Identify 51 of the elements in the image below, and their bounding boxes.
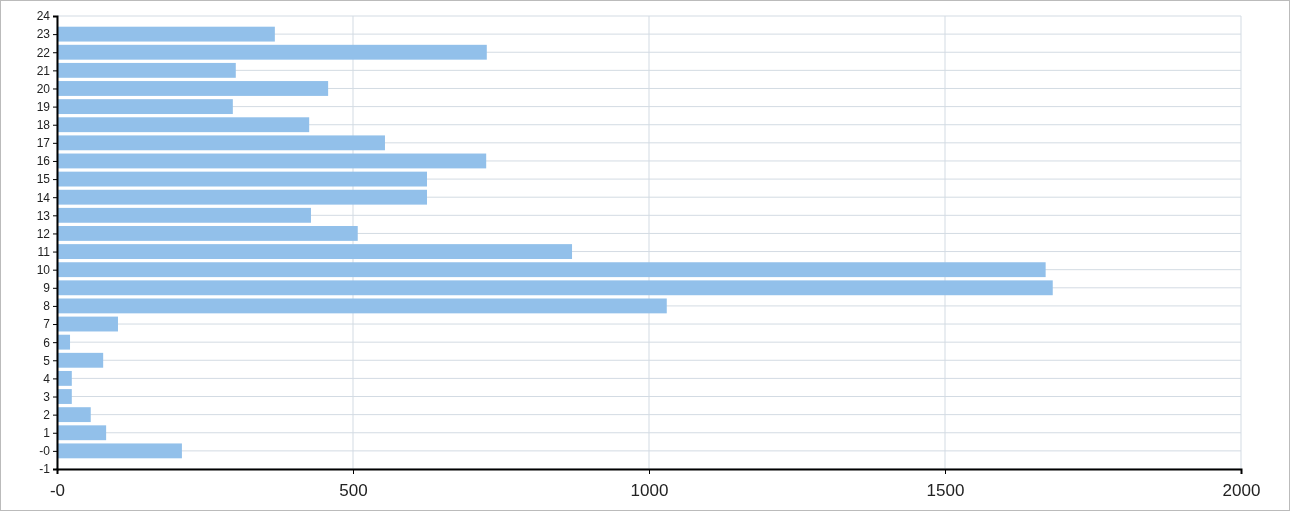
bar: [57, 298, 667, 314]
bar: [57, 117, 310, 133]
y-tick-label: 10: [36, 263, 51, 278]
x-tick-label: 2000: [1222, 480, 1261, 500]
bar: [57, 207, 311, 223]
y-tick-label: 6: [43, 335, 51, 350]
y-tick-label: 8: [43, 299, 51, 314]
y-tick-label: 2: [43, 407, 51, 422]
bar: [57, 189, 427, 205]
y-tick-label: 1: [43, 426, 51, 441]
x-tick-label: 500: [339, 480, 368, 500]
y-tick-label: 12: [36, 226, 51, 241]
bar: [57, 262, 1046, 278]
y-tick-label: 4: [43, 371, 51, 386]
y-tick-label: -0: [39, 444, 51, 459]
y-tick-label: 3: [43, 389, 51, 404]
y-tick-label: 5: [43, 353, 51, 368]
y-tick-label: 11: [37, 244, 51, 259]
bar: [57, 44, 487, 60]
y-tick-label: 14: [36, 190, 51, 205]
bar: [57, 280, 1053, 296]
bar: [57, 443, 182, 459]
y-tick-label: 20: [36, 81, 51, 96]
bar: [57, 425, 107, 441]
bar: [57, 62, 236, 78]
bar: [57, 99, 233, 115]
y-tick-label: 9: [43, 281, 51, 296]
y-tick-label: 22: [36, 45, 51, 60]
bar: [57, 171, 427, 187]
y-tick-label: -1: [39, 462, 51, 477]
y-tick-label: 24: [36, 9, 51, 24]
bar: [57, 26, 275, 42]
y-tick-label: 15: [36, 172, 51, 187]
y-tick-label: 21: [36, 63, 51, 78]
y-tick-label: 16: [36, 154, 51, 169]
bar: [57, 244, 573, 259]
bar: [57, 135, 385, 151]
y-tick-label: 23: [36, 27, 51, 42]
x-tick-label: 1000: [630, 480, 669, 500]
y-tick-label: 18: [36, 118, 51, 133]
bar: [57, 352, 104, 368]
bar: [57, 153, 487, 169]
y-tick-label: 17: [36, 136, 51, 151]
bar: [57, 226, 358, 241]
x-tick-label: 1500: [926, 480, 965, 500]
bar: [57, 316, 118, 332]
bar: [57, 407, 91, 423]
y-tick-label: 7: [43, 317, 51, 332]
bar: [57, 81, 329, 96]
y-tick-label: 19: [36, 99, 51, 114]
y-tick-label: 13: [36, 208, 51, 223]
